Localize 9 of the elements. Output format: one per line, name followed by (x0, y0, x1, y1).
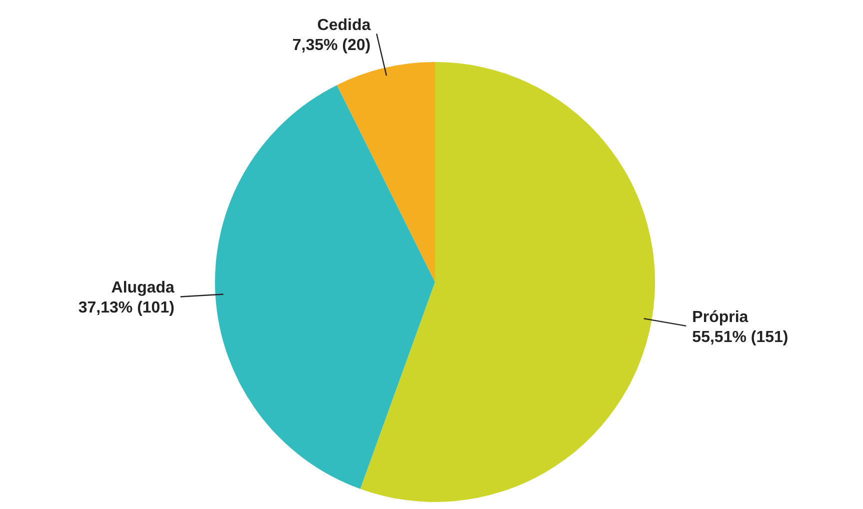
data-label: 55,51% (151) (692, 328, 788, 346)
data-label: 37,13% (101) (78, 300, 174, 317)
slice-label: Alugada (111, 280, 175, 297)
slice-label: Cedida (317, 16, 371, 34)
pie-slice (215, 85, 435, 489)
pie-slice (336, 62, 435, 282)
pie-slice (360, 62, 655, 502)
data-label: 7,35% (20) (292, 36, 371, 54)
slice-label: Própria (692, 308, 748, 326)
